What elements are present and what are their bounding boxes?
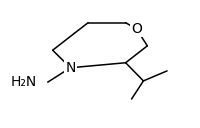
Text: O: O [131, 22, 142, 36]
Text: H₂N: H₂N [11, 75, 37, 89]
Text: N: N [65, 61, 76, 75]
